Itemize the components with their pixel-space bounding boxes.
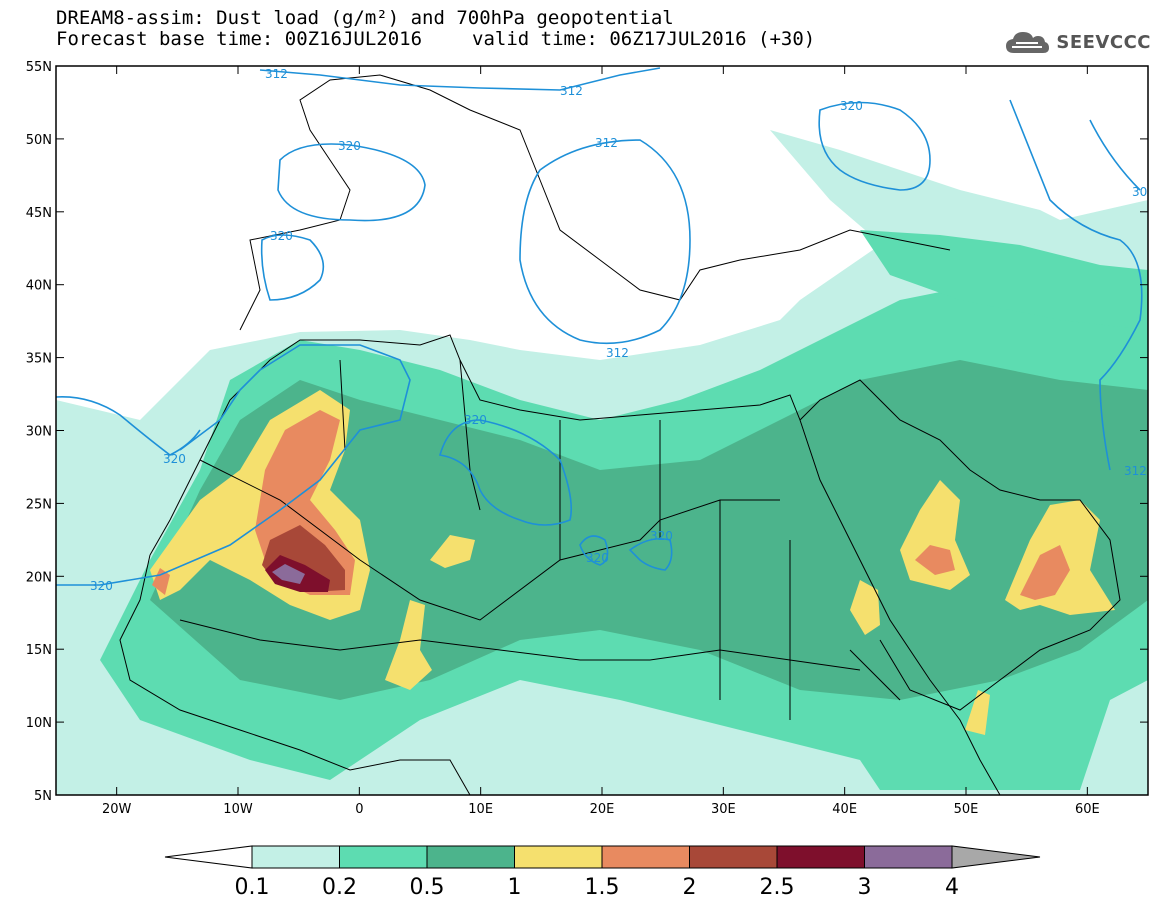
colorbar-min-arrow: [164, 845, 253, 869]
contour-label: 320: [270, 229, 293, 243]
contour-label: 312: [560, 84, 583, 98]
lat-label: 45N: [26, 206, 52, 221]
seevccc-logo: SEEVCCC: [1004, 24, 1151, 60]
border-sahel: [179, 619, 861, 671]
lat-label: 35N: [26, 352, 52, 367]
dust-region-orange-oman: [1020, 545, 1070, 600]
contour-label: 312: [606, 346, 629, 360]
dust-region-orange-arabia: [915, 545, 955, 575]
dust-region-orange-small: [152, 568, 170, 595]
contour-320-chad: [628, 537, 673, 571]
coastline-arabia: [799, 379, 1121, 711]
contour-320-east: [818, 101, 931, 191]
contour-320-iberia: [260, 234, 325, 301]
lon-label: 40E: [832, 802, 857, 817]
colorbar-max-arrow: [951, 845, 1041, 869]
contour-label: 312: [265, 67, 288, 81]
contour-label: 30: [1132, 185, 1147, 199]
lon-label: 0: [355, 802, 363, 817]
lat-label: 25N: [26, 497, 52, 512]
colorbar: 0.1 0.2 0.5 1 1.5 2 2.5 3 4: [164, 845, 1041, 900]
colorbar-tick-label: 1: [508, 875, 522, 900]
lon-label: 10W: [223, 802, 253, 817]
valid-time: valid time: 06Z17JUL2016 (+30): [472, 28, 816, 50]
colorbar-bin: [251, 845, 340, 869]
lat-label: 30N: [26, 425, 52, 440]
colorbar-tick-label: 0.2: [322, 875, 357, 900]
colorbar-tick-label: 0.5: [410, 875, 445, 900]
lat-label: 15N: [26, 643, 52, 658]
dust-region-yellow-small2: [850, 580, 880, 635]
lat-label: 55N: [26, 60, 52, 75]
lat-label: 20N: [26, 570, 52, 585]
dust-region-purple: [272, 564, 305, 584]
contour-label: 320: [338, 139, 361, 153]
lat-axis: 55N 50N 45N 40N 35N 30N 25N 20N 15N 10N 5N: [26, 60, 1148, 804]
lon-label: 10E: [468, 802, 493, 817]
dust-region-yellow-small3: [965, 690, 990, 735]
cloud-icon: [1006, 32, 1050, 53]
colorbar-bin: [864, 845, 953, 869]
lon-label: 50E: [954, 802, 979, 817]
contour-label: 312: [595, 136, 618, 150]
lon-label: 60E: [1075, 802, 1100, 817]
colorbar-tick-label: 0.1: [235, 875, 270, 900]
contour-label: 320: [650, 529, 673, 543]
lat-label: 50N: [26, 133, 52, 148]
contour-label: 320: [464, 413, 487, 427]
lon-label: 30E: [711, 802, 736, 817]
forecast-base-time: Forecast base time: 00Z16JUL2016: [56, 28, 423, 50]
contour-label: 320: [163, 452, 186, 466]
colorbar-tick-label: 2.5: [760, 875, 795, 900]
contour-30x-caspian: [1089, 119, 1141, 191]
border-east-africa: [719, 500, 901, 720]
contour-320-sudan: [579, 535, 609, 566]
colorbar-tick-label: 4: [945, 875, 959, 900]
map-subtitle: Forecast base time: 00Z16JUL2016 valid ti…: [56, 29, 815, 49]
colorbar-tick-label: 3: [858, 875, 872, 900]
logo-text: SEEVCCC: [1056, 31, 1151, 53]
contour-label: 320: [840, 99, 863, 113]
colorbar-bin: [601, 845, 690, 869]
colorbar-bin: [689, 845, 778, 869]
contour-312-balkan: [519, 139, 691, 345]
dust-region-yellow-small1: [430, 535, 475, 568]
map-title: DREAM8-assim: Dust load (g/m²) and 700hP…: [56, 7, 674, 29]
dust-field: [56, 66, 1148, 795]
lat-label: 5N: [34, 789, 52, 804]
contour-320-libya: [438, 419, 573, 526]
contour-label: 320: [586, 551, 609, 565]
colorbar-tick-label: 2: [683, 875, 697, 900]
colorbar-bin: [514, 845, 603, 869]
contour-312-north: [259, 67, 661, 91]
coastline-west-africa: [119, 554, 471, 795]
border-north-africa: [339, 359, 661, 560]
dust-region-yellow-chad: [385, 600, 432, 690]
contour-312-iran: [1009, 99, 1143, 471]
lat-label: 10N: [26, 716, 52, 731]
contour-label-layer: 312 312 320 320 312 320 312 320 320 320 …: [90, 67, 1147, 593]
border-sahara: [199, 459, 780, 621]
contour-label: 320: [90, 579, 113, 593]
colorbar-bin: [426, 845, 515, 869]
dust-region-mid-north: [860, 230, 1148, 330]
geopotential-contours: [56, 67, 1143, 586]
colorbar-tick-label: 1.5: [585, 875, 620, 900]
contour-320-sahara: [56, 344, 411, 586]
lat-label: 40N: [26, 279, 52, 294]
colorbar-bin: [339, 845, 428, 869]
coastline-africa: [149, 334, 1001, 795]
colorbar-bin: [776, 845, 865, 869]
lon-axis: 20W 10W 0 10E 20E 30E 40E 50E 60E: [102, 66, 1100, 817]
dust-region-dark: [150, 360, 1148, 700]
lon-label: 20W: [102, 802, 132, 817]
contour-label: 312: [1124, 464, 1147, 478]
contour-320-atlantic: [56, 396, 201, 456]
lon-label: 20E: [590, 802, 615, 817]
contour-320-biscay: [277, 143, 426, 222]
